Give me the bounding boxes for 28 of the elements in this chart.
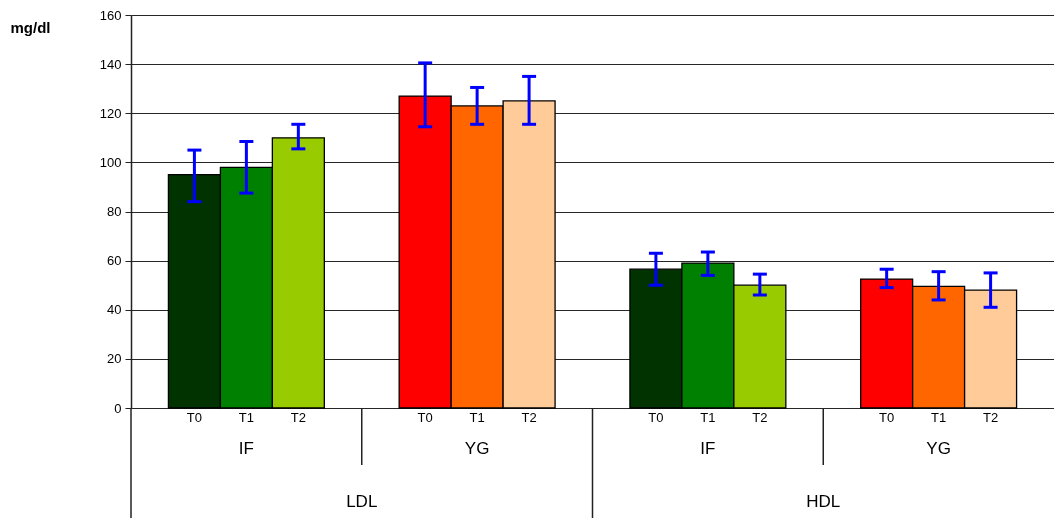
y-tick-label: 80 — [107, 204, 122, 219]
y-tick-label: 40 — [107, 302, 122, 318]
y-tick-label: 0 — [114, 400, 122, 416]
x-tick-label: T0 — [417, 410, 433, 425]
y-tick-label: 60 — [107, 253, 122, 269]
y-tick-label: 160 — [99, 7, 122, 23]
text: LDL — [346, 492, 378, 511]
x-tick-label: T2 — [983, 410, 999, 425]
y-tick-label: 100 — [99, 154, 122, 170]
text: YG — [464, 439, 490, 458]
x-tick-label: T2 — [752, 410, 768, 425]
y-tick-label: 120 — [99, 105, 122, 121]
text: IF — [238, 439, 254, 458]
x-tick-label: T0 — [879, 410, 895, 425]
x-tick-label: T1 — [469, 410, 485, 425]
text: YG — [926, 439, 951, 458]
text: HDL — [806, 492, 841, 511]
x-tick-label: T2 — [290, 410, 306, 425]
x-tick-label: T0 — [648, 410, 664, 425]
x-tick-label: T1 — [238, 410, 254, 425]
y-tick-label: 20 — [107, 351, 122, 367]
x-tick-label: T1 — [931, 410, 947, 425]
y-tick-label: 140 — [99, 56, 122, 72]
y-axis-title: mg/dl — [10, 18, 51, 36]
x-tick-label: T0 — [186, 410, 202, 425]
x-tick-label: T2 — [521, 410, 537, 425]
text: IF — [700, 439, 716, 458]
x-tick-label: T1 — [700, 410, 716, 425]
